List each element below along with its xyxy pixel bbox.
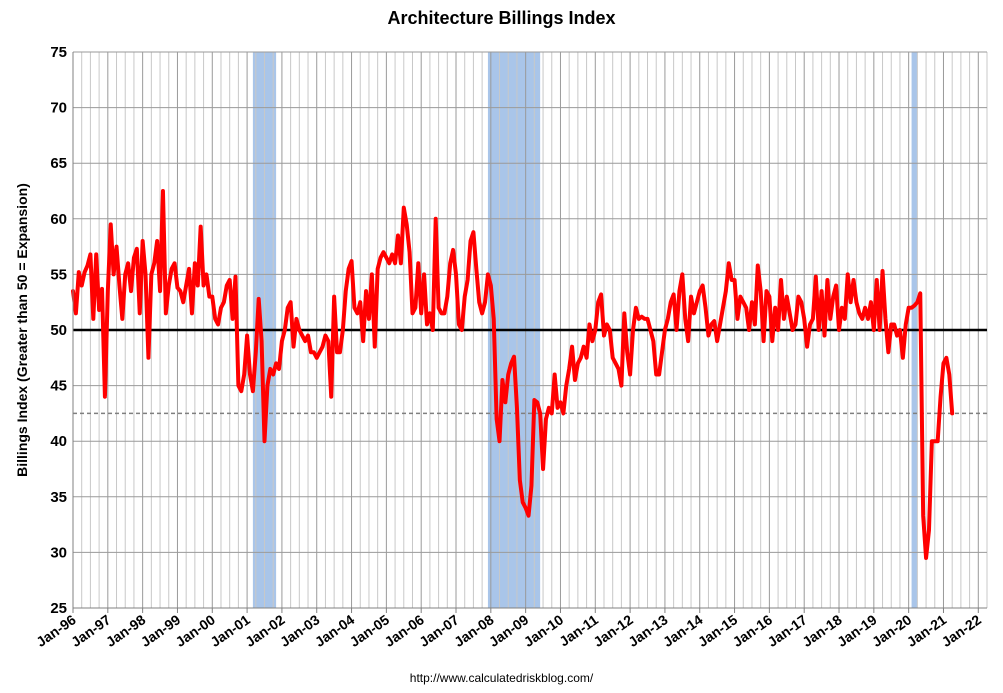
y-tick-label: 55 bbox=[50, 266, 67, 283]
y-tick-label: 45 bbox=[50, 378, 67, 395]
y-tick-label: 60 bbox=[50, 211, 67, 228]
series-line-1 bbox=[71, 189, 955, 560]
y-tick-label: 65 bbox=[50, 155, 67, 172]
chart-title: Architecture Billings Index bbox=[387, 8, 616, 28]
y-tick-label: 25 bbox=[50, 600, 67, 617]
source-text: http://www.calculatedriskblog.com/ bbox=[409, 671, 594, 685]
series-layer bbox=[71, 189, 955, 560]
y-tick-label: 75 bbox=[50, 44, 67, 61]
y-tick-label: 70 bbox=[50, 100, 67, 117]
x-tick-label: Jan-22 bbox=[939, 611, 985, 650]
y-tick-label: 35 bbox=[50, 489, 67, 506]
reference-lines-layer bbox=[73, 328, 987, 415]
x-tick-label: Jan-10 bbox=[521, 611, 567, 650]
y-tick-label: 40 bbox=[50, 433, 67, 450]
y-tick-label: 50 bbox=[50, 322, 67, 339]
y-tick-label: 30 bbox=[50, 544, 67, 561]
